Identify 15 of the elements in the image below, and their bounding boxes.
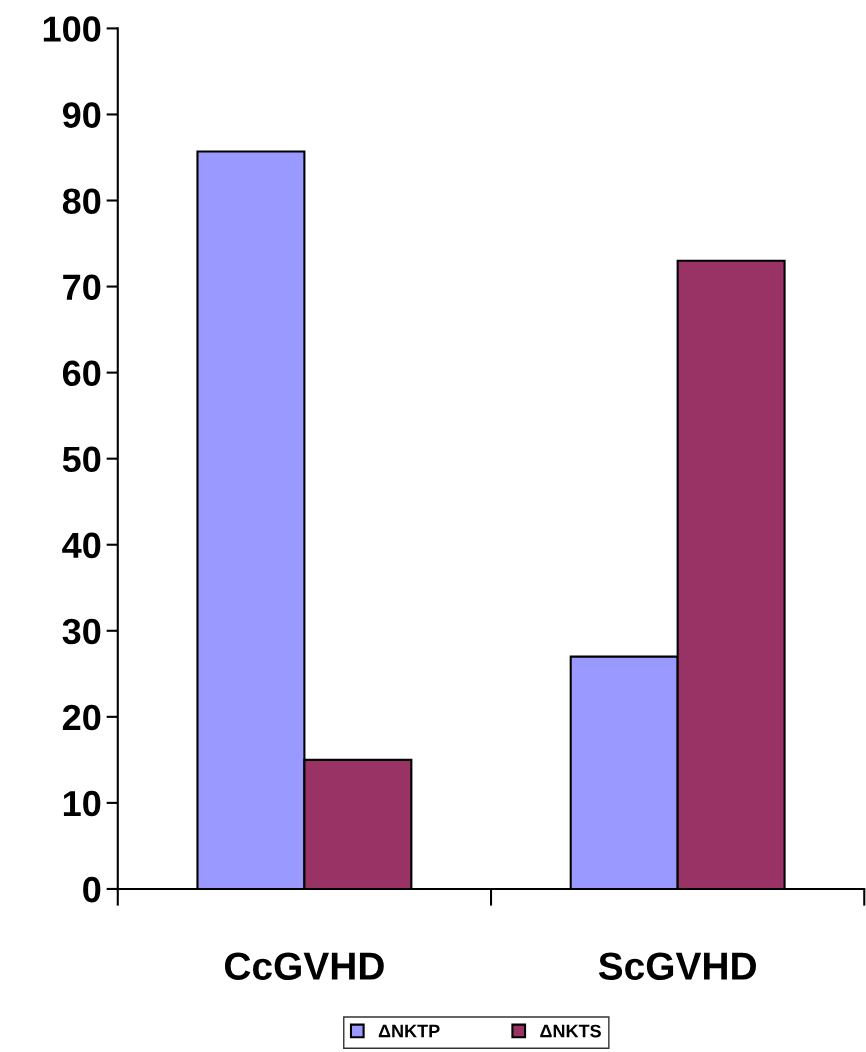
y-tick-label: 40	[62, 532, 101, 559]
y-tick-label: 0	[83, 876, 101, 903]
y-tick-label: 100	[43, 16, 101, 42]
y-tick-label: 60	[62, 360, 101, 387]
x-tick-label: CcGVHD	[224, 952, 384, 981]
x-tick-label: ScGVHD	[598, 952, 756, 981]
y-tick-label: 90	[62, 102, 101, 128]
legend-label: ΔNKTS	[540, 1024, 601, 1038]
legend-label: ΔNKTP	[378, 1024, 440, 1038]
y-tick-label: 80	[62, 188, 101, 214]
y-tick-label: 30	[62, 618, 101, 645]
y-tick-label: 10	[63, 790, 101, 817]
y-tick-label: 70	[63, 274, 101, 300]
y-tick-label: 50	[62, 446, 101, 473]
y-tick-label: 20	[62, 704, 101, 731]
